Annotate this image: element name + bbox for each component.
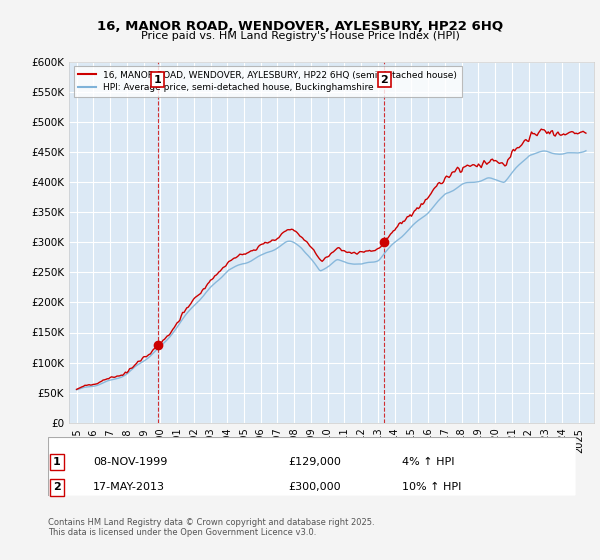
Text: 17-MAY-2013: 17-MAY-2013 (93, 482, 165, 492)
Text: 4% ↑ HPI: 4% ↑ HPI (402, 457, 455, 467)
Text: 2: 2 (380, 74, 388, 85)
Text: 2: 2 (53, 482, 61, 492)
Text: 08-NOV-1999: 08-NOV-1999 (93, 457, 167, 467)
Text: 1: 1 (154, 74, 161, 85)
Text: 16, MANOR ROAD, WENDOVER, AYLESBURY, HP22 6HQ: 16, MANOR ROAD, WENDOVER, AYLESBURY, HP2… (97, 20, 503, 32)
Text: 10% ↑ HPI: 10% ↑ HPI (402, 482, 461, 492)
Text: £129,000: £129,000 (288, 457, 341, 467)
Legend: 16, MANOR ROAD, WENDOVER, AYLESBURY, HP22 6HQ (semi-detached house), HPI: Averag: 16, MANOR ROAD, WENDOVER, AYLESBURY, HP2… (74, 66, 461, 97)
Text: Price paid vs. HM Land Registry's House Price Index (HPI): Price paid vs. HM Land Registry's House … (140, 31, 460, 41)
Text: Contains HM Land Registry data © Crown copyright and database right 2025.
This d: Contains HM Land Registry data © Crown c… (48, 518, 374, 538)
FancyBboxPatch shape (48, 437, 576, 496)
Text: 1: 1 (53, 457, 61, 467)
Text: £300,000: £300,000 (288, 482, 341, 492)
